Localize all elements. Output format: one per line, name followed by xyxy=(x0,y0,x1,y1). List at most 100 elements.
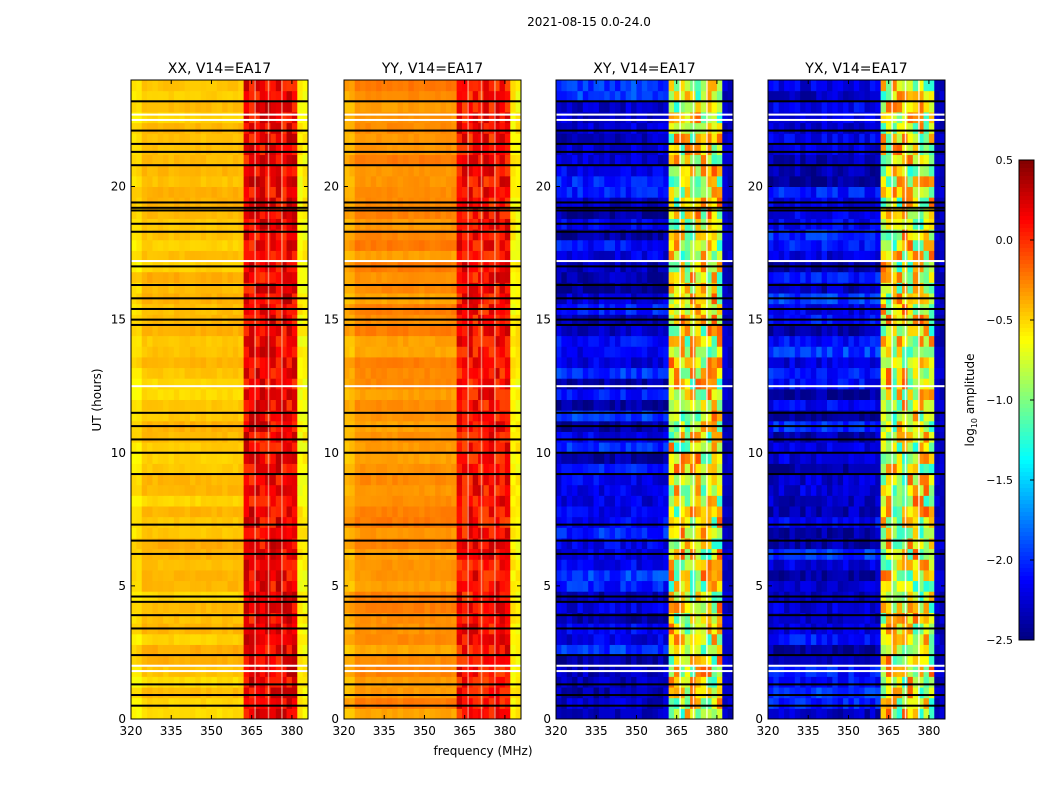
heatmap-cell xyxy=(403,111,409,124)
heatmap-cell xyxy=(270,655,277,667)
heatmap-cell xyxy=(173,484,180,496)
heatmap-cell xyxy=(206,122,212,134)
heatmap-cell xyxy=(499,282,506,294)
heatmap-cell xyxy=(370,101,377,113)
heatmap-cell xyxy=(275,90,282,102)
heatmap-cell xyxy=(515,80,521,92)
heatmap-cell xyxy=(408,165,415,177)
heatmap-cell xyxy=(291,133,298,145)
heatmap-cell xyxy=(354,143,361,156)
heatmap-cell xyxy=(190,644,196,656)
heatmap-cell xyxy=(419,399,425,411)
heatmap-cell xyxy=(286,559,293,571)
heatmap-cell xyxy=(163,175,170,187)
heatmap-cell xyxy=(494,655,501,667)
heatmap-cell xyxy=(445,474,452,486)
heatmap-cell xyxy=(222,367,229,379)
heatmap-cell xyxy=(392,250,399,262)
heatmap-cell xyxy=(270,527,277,539)
heatmap-cell xyxy=(370,271,377,283)
heatmap-cell xyxy=(173,399,180,411)
heatmap-cell xyxy=(403,239,409,251)
heatmap-cell xyxy=(370,633,377,645)
heatmap-cell xyxy=(440,207,447,219)
heatmap-cell xyxy=(286,90,293,102)
heatmap-cell xyxy=(609,644,616,656)
heatmap-cell xyxy=(494,122,501,134)
heatmap-cell xyxy=(168,324,175,337)
heatmap-cell xyxy=(344,186,350,198)
heatmap-cell xyxy=(700,495,707,507)
heatmap-cell xyxy=(504,143,511,156)
heatmap-cell xyxy=(515,633,521,645)
heatmap-cell xyxy=(238,111,245,124)
heatmap-cell xyxy=(370,143,377,156)
heatmap-cell xyxy=(711,644,718,656)
heatmap-cell xyxy=(429,186,436,198)
heatmap-cell xyxy=(216,324,223,337)
heatmap-cell xyxy=(722,644,729,656)
heatmap-cell xyxy=(604,569,611,582)
heatmap-cell xyxy=(302,708,308,720)
heatmap-cell xyxy=(286,324,293,337)
heatmap-cell xyxy=(157,388,164,400)
heatmap-cell xyxy=(488,324,495,337)
heatmap-cell xyxy=(232,484,239,496)
heatmap-cell xyxy=(344,356,350,369)
heatmap-cell xyxy=(668,463,675,475)
heatmap-cell xyxy=(695,612,702,624)
heatmap-cell xyxy=(435,175,442,187)
heatmap-cell xyxy=(259,250,266,262)
heatmap-cell xyxy=(392,154,399,166)
heatmap-cell xyxy=(136,580,143,592)
heatmap-cell xyxy=(360,367,366,379)
heatmap-cell xyxy=(419,580,425,592)
heatmap-cell xyxy=(136,80,143,92)
heatmap-cell xyxy=(249,431,255,443)
heatmap-cell xyxy=(259,431,266,443)
heatmap-cell xyxy=(232,367,239,379)
heatmap-cell xyxy=(152,239,159,251)
heatmap-cell xyxy=(711,633,718,645)
heatmap-cell xyxy=(141,697,148,709)
heatmap-cell xyxy=(270,537,277,550)
heatmap-cell xyxy=(647,516,654,528)
heatmap-cell xyxy=(249,367,255,379)
heatmap-cell xyxy=(147,697,153,709)
heatmap-cell xyxy=(131,697,137,709)
heatmap-cell xyxy=(504,367,511,379)
heatmap-cell xyxy=(190,484,196,496)
heatmap-cell xyxy=(679,506,686,518)
heatmap-cell xyxy=(419,410,425,422)
flagged-row-black xyxy=(131,307,308,310)
heatmap-cell xyxy=(615,708,621,720)
heatmap-cell xyxy=(227,335,234,347)
heatmap-cell xyxy=(604,633,611,645)
heatmap-cell xyxy=(365,378,372,390)
heatmap-cell xyxy=(510,569,517,582)
heatmap-cell xyxy=(456,154,463,166)
heatmap-cell xyxy=(494,516,501,528)
heatmap-cell xyxy=(227,410,234,422)
flagged-row-black xyxy=(131,323,308,326)
heatmap-cell xyxy=(593,537,600,550)
heatmap-cell xyxy=(259,474,266,486)
heatmap-cell xyxy=(243,442,250,454)
heatmap-cell xyxy=(397,388,404,400)
heatmap-cell xyxy=(344,239,350,251)
heatmap-cell xyxy=(365,346,372,358)
heatmap-cell xyxy=(499,111,506,124)
heatmap-cell xyxy=(179,133,186,145)
heatmap-cell xyxy=(510,165,517,177)
heatmap-cell xyxy=(190,282,196,294)
heatmap-cell xyxy=(232,431,239,443)
heatmap-cell xyxy=(657,655,664,667)
heatmap-cell xyxy=(504,229,511,241)
heatmap-cell xyxy=(232,655,239,667)
heatmap-cell xyxy=(249,399,255,411)
heatmap-cell xyxy=(222,484,229,496)
heatmap-cell xyxy=(424,431,431,443)
heatmap-cell xyxy=(488,708,495,720)
heatmap-cell xyxy=(249,495,255,507)
